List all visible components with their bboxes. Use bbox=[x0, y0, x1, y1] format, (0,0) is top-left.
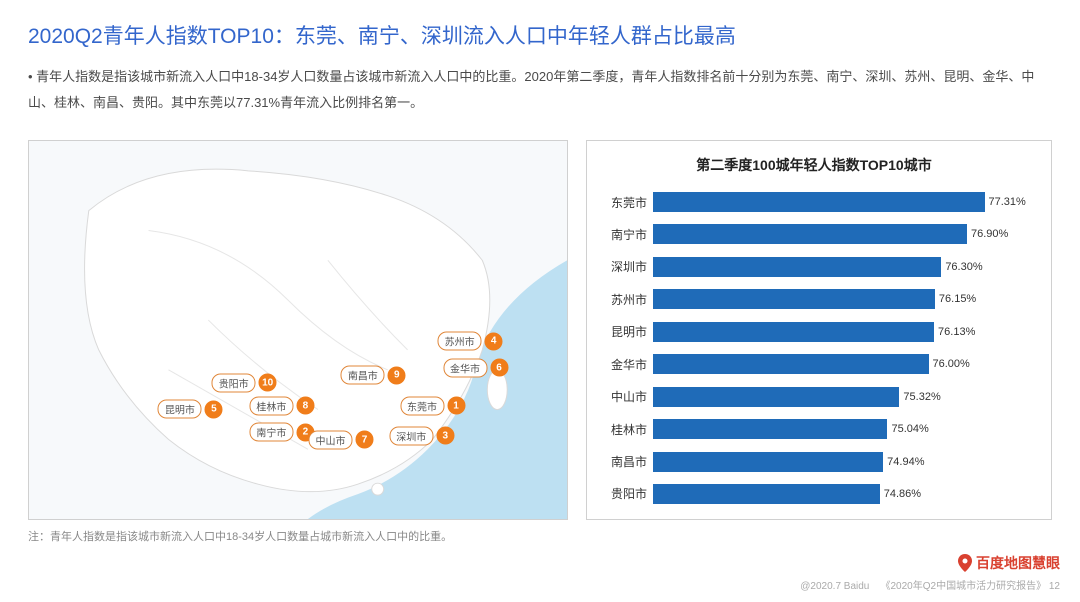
bar-fill bbox=[653, 289, 935, 309]
bar-row: 深圳市 76.30% bbox=[595, 252, 1033, 282]
bar-fill bbox=[653, 419, 887, 439]
rank-badge: 6 bbox=[490, 359, 508, 377]
footer-page-number: 12 bbox=[1049, 581, 1060, 592]
bar-row: 南宁市 76.90% bbox=[595, 219, 1033, 249]
city-marker: 中山市7 bbox=[309, 430, 374, 449]
map-footnote: 注：青年人指数是指该城市新流入人口中18-34岁人口数量占城市新流入人口中的比重… bbox=[28, 528, 568, 544]
bar-value: 76.13% bbox=[938, 326, 975, 338]
city-marker: 深圳市3 bbox=[389, 426, 454, 445]
bar-label: 东莞市 bbox=[595, 194, 653, 211]
bar-value: 75.04% bbox=[891, 423, 928, 435]
rank-badge: 1 bbox=[447, 397, 465, 415]
bar-row: 南昌市 74.94% bbox=[595, 447, 1033, 477]
bar-track: 76.30% bbox=[653, 257, 1033, 277]
bar-value: 74.86% bbox=[884, 488, 921, 500]
bar-label: 昆明市 bbox=[595, 323, 653, 340]
bar-fill bbox=[653, 257, 941, 277]
rank-badge: 9 bbox=[388, 366, 406, 384]
city-pill: 深圳市 bbox=[389, 426, 433, 445]
bar-value: 76.00% bbox=[933, 358, 970, 370]
bar-fill bbox=[653, 387, 899, 407]
bar-label: 南宁市 bbox=[595, 226, 653, 243]
bar-row: 贵阳市 74.86% bbox=[595, 479, 1033, 509]
bar-track: 75.32% bbox=[653, 387, 1033, 407]
city-pill: 南昌市 bbox=[341, 366, 385, 385]
bar-row: 金华市 76.00% bbox=[595, 349, 1033, 379]
bar-label: 中山市 bbox=[595, 388, 653, 405]
city-marker: 昆明市5 bbox=[158, 400, 223, 419]
rank-badge: 8 bbox=[296, 397, 314, 415]
bar-track: 74.86% bbox=[653, 484, 1033, 504]
bar-fill bbox=[653, 322, 934, 342]
bar-value: 74.94% bbox=[887, 456, 924, 468]
brand-text: 百度地图慧眼 bbox=[976, 553, 1060, 573]
city-marker: 贵阳市10 bbox=[212, 373, 277, 392]
bar-label: 贵阳市 bbox=[595, 485, 653, 502]
bar-label: 南昌市 bbox=[595, 453, 653, 470]
bar-label: 金华市 bbox=[595, 356, 653, 373]
city-marker: 南昌市9 bbox=[341, 366, 406, 385]
bar-value: 76.15% bbox=[939, 293, 976, 305]
bar-track: 77.31% bbox=[653, 192, 1033, 212]
bar-fill bbox=[653, 452, 883, 472]
bar-row: 昆明市 76.13% bbox=[595, 317, 1033, 347]
city-marker: 东莞市1 bbox=[400, 396, 465, 415]
rank-badge: 3 bbox=[436, 427, 454, 445]
bar-value: 77.31% bbox=[989, 196, 1026, 208]
city-pill: 贵阳市 bbox=[212, 373, 256, 392]
map-pin-icon bbox=[958, 554, 972, 572]
city-pill: 昆明市 bbox=[158, 400, 202, 419]
city-marker: 金华市6 bbox=[443, 358, 508, 377]
page-footer: 百度地图慧眼 @2020.7 Baidu 《2020年Q2中国城市活力研究报告》… bbox=[800, 553, 1060, 592]
bar-fill bbox=[653, 192, 985, 212]
bar-fill bbox=[653, 484, 880, 504]
footer-meta: @2020.7 Baidu 《2020年Q2中国城市活力研究报告》 12 bbox=[800, 577, 1060, 592]
bar-row: 苏州市 76.15% bbox=[595, 284, 1033, 314]
bar-value: 76.30% bbox=[945, 261, 982, 273]
bar-track: 76.00% bbox=[653, 354, 1033, 374]
bar-track: 74.94% bbox=[653, 452, 1033, 472]
china-map: 东莞市1南宁市2深圳市3苏州市4昆明市5金华市6中山市7桂林市8南昌市9贵阳市1… bbox=[28, 140, 568, 520]
map-svg bbox=[29, 141, 567, 519]
content-row: 东莞市1南宁市2深圳市3苏州市4昆明市5金华市6中山市7桂林市8南昌市9贵阳市1… bbox=[28, 140, 1052, 544]
city-pill: 金华市 bbox=[443, 358, 487, 377]
city-marker: 桂林市8 bbox=[249, 396, 314, 415]
rank-badge: 5 bbox=[205, 400, 223, 418]
city-pill: 苏州市 bbox=[438, 332, 482, 351]
rank-badge: 7 bbox=[356, 431, 374, 449]
bar-row: 中山市 75.32% bbox=[595, 382, 1033, 412]
brand: 百度地图慧眼 bbox=[958, 553, 1060, 573]
chart-pane: 第二季度100城年轻人指数TOP10城市 东莞市 77.31% 南宁市 76.90% 深… bbox=[586, 140, 1052, 544]
bar-label: 苏州市 bbox=[595, 291, 653, 308]
bar-chart: 第二季度100城年轻人指数TOP10城市 东莞市 77.31% 南宁市 76.90% 深… bbox=[586, 140, 1052, 520]
footer-copyright: @2020.7 Baidu bbox=[800, 581, 869, 592]
city-pill: 中山市 bbox=[309, 430, 353, 449]
footer-report-title: 《2020年Q2中国城市活力研究报告》 bbox=[881, 581, 1047, 592]
bar-track: 76.90% bbox=[653, 224, 1033, 244]
bar-track: 75.04% bbox=[653, 419, 1033, 439]
bar-track: 76.13% bbox=[653, 322, 1033, 342]
chart-title: 第二季度100城年轻人指数TOP10城市 bbox=[595, 155, 1033, 175]
bar-fill bbox=[653, 224, 967, 244]
bar-value: 76.90% bbox=[971, 228, 1008, 240]
bar-fill bbox=[653, 354, 929, 374]
city-marker: 南宁市2 bbox=[249, 423, 314, 442]
rank-badge: 10 bbox=[259, 374, 277, 392]
page-title: 2020Q2青年人指数TOP10：东莞、南宁、深圳流入人口中年轻人群占比最高 bbox=[28, 20, 1052, 50]
rank-badge: 4 bbox=[485, 332, 503, 350]
bar-row: 东莞市 77.31% bbox=[595, 187, 1033, 217]
map-pane: 东莞市1南宁市2深圳市3苏州市4昆明市5金华市6中山市7桂林市8南昌市9贵阳市1… bbox=[28, 140, 568, 544]
bar-value: 75.32% bbox=[903, 391, 940, 403]
bar-row: 桂林市 75.04% bbox=[595, 414, 1033, 444]
city-pill: 南宁市 bbox=[249, 423, 293, 442]
bar-label: 桂林市 bbox=[595, 421, 653, 438]
page-description: 青年人指数是指该城市新流入人口中18-34岁人口数量占该城市新流入人口中的比重。… bbox=[28, 64, 1052, 116]
bar-label: 深圳市 bbox=[595, 258, 653, 275]
city-marker: 苏州市4 bbox=[438, 332, 503, 351]
city-pill: 桂林市 bbox=[249, 396, 293, 415]
bar-track: 76.15% bbox=[653, 289, 1033, 309]
city-pill: 东莞市 bbox=[400, 396, 444, 415]
